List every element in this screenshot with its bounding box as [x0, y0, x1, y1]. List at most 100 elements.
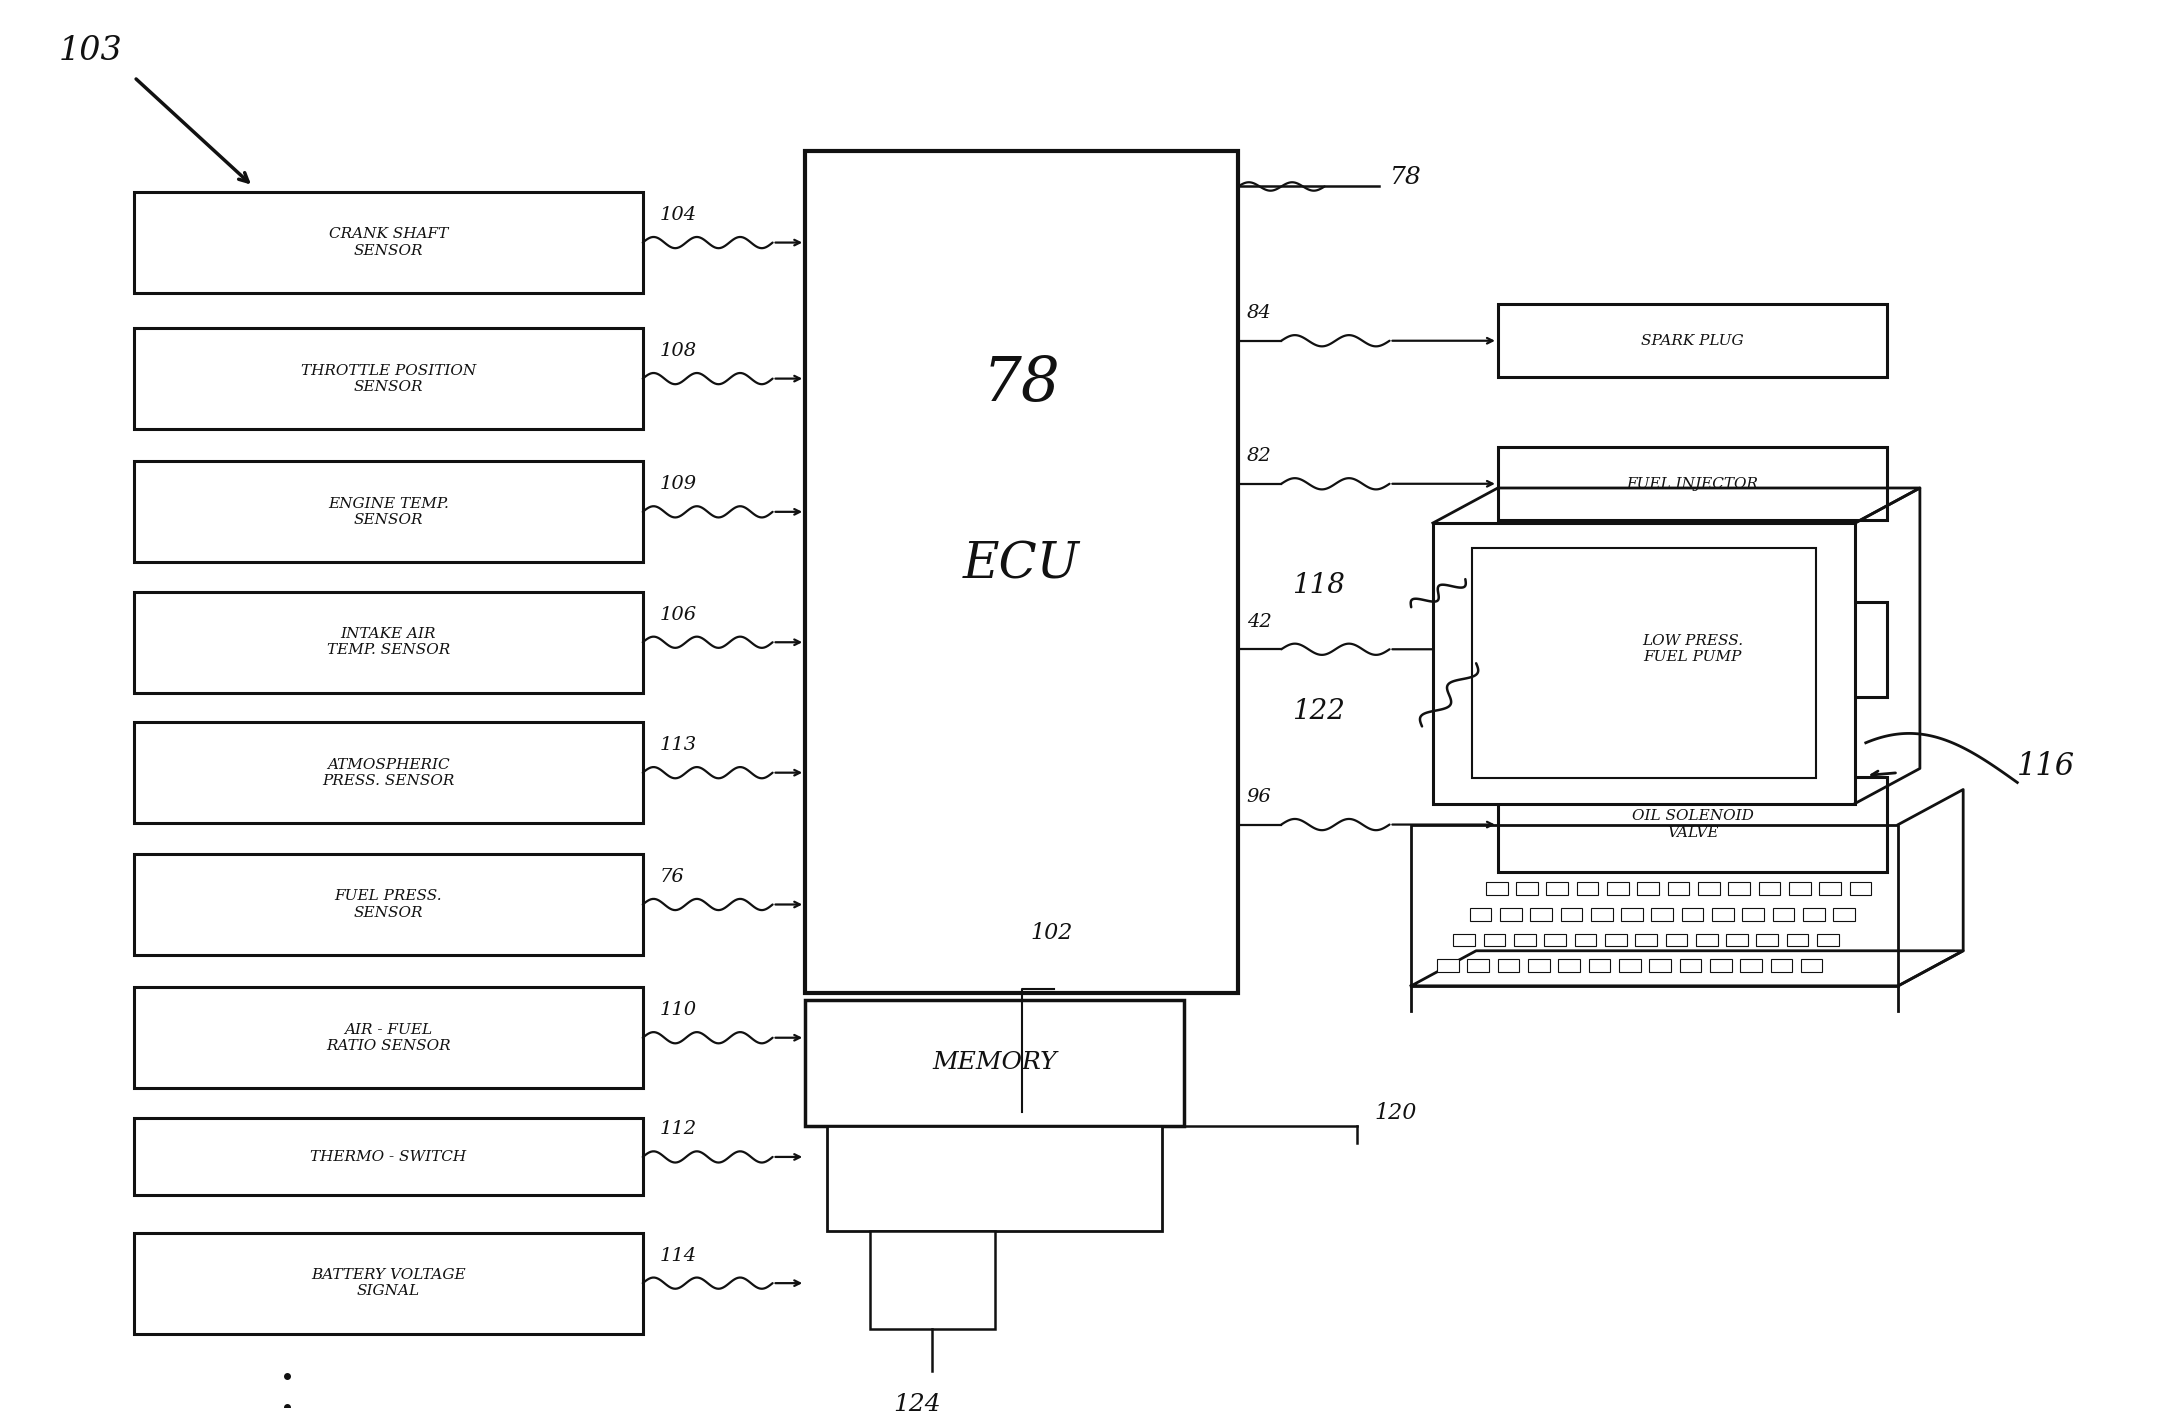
Text: 82: 82 — [1247, 447, 1271, 465]
Text: INTAKE AIR
TEMP. SENSOR: INTAKE AIR TEMP. SENSOR — [326, 627, 450, 657]
Bar — [1575, 934, 1597, 946]
Bar — [1558, 959, 1580, 972]
Text: THROTTLE POSITION
SENSOR: THROTTLE POSITION SENSOR — [300, 363, 476, 393]
Text: 124: 124 — [893, 1393, 941, 1416]
Bar — [804, 152, 1239, 993]
Bar — [1636, 934, 1656, 946]
Bar — [1743, 908, 1764, 921]
Bar — [1608, 883, 1630, 895]
Bar — [1695, 934, 1717, 946]
Bar — [1728, 883, 1749, 895]
Bar — [1649, 959, 1671, 972]
Bar — [1725, 934, 1747, 946]
Bar — [1560, 908, 1582, 921]
Bar — [1804, 908, 1825, 921]
Bar — [1667, 883, 1688, 895]
Bar — [1484, 934, 1506, 946]
Text: 109: 109 — [661, 475, 698, 494]
Bar — [1741, 959, 1762, 972]
Text: CRANK SHAFT
SENSOR: CRANK SHAFT SENSOR — [328, 227, 448, 258]
Text: ENGINE TEMP.
SENSOR: ENGINE TEMP. SENSOR — [328, 497, 450, 526]
Text: 116: 116 — [2017, 752, 2075, 782]
Text: 42: 42 — [1247, 613, 1271, 631]
Bar — [1578, 883, 1599, 895]
Text: 106: 106 — [661, 606, 698, 624]
Bar — [1588, 959, 1610, 972]
Bar — [135, 854, 643, 955]
Bar — [1591, 908, 1612, 921]
Bar — [1756, 934, 1778, 946]
Bar — [1517, 883, 1538, 895]
Bar — [1545, 934, 1567, 946]
Bar — [1819, 883, 1841, 895]
Bar — [1712, 908, 1734, 921]
Bar — [1515, 934, 1536, 946]
Bar — [1665, 934, 1686, 946]
Bar — [1528, 959, 1549, 972]
Text: 122: 122 — [1293, 698, 1345, 725]
Bar — [1471, 548, 1817, 778]
Text: 78: 78 — [982, 353, 1060, 413]
Text: 112: 112 — [661, 1121, 698, 1138]
Bar — [135, 192, 643, 294]
Text: FUEL INJECTOR: FUEL INJECTOR — [1628, 477, 1758, 491]
Bar — [1467, 959, 1489, 972]
Bar — [1547, 883, 1569, 895]
Bar — [1497, 447, 1888, 521]
Bar — [1651, 908, 1673, 921]
Bar — [1469, 908, 1491, 921]
Bar — [1486, 883, 1508, 895]
Text: 118: 118 — [1293, 572, 1345, 599]
Bar — [1710, 959, 1732, 972]
Bar — [135, 592, 643, 692]
Bar — [826, 1127, 1163, 1232]
Bar — [1638, 883, 1658, 895]
Text: 84: 84 — [1247, 304, 1271, 322]
Text: SPARK PLUG: SPARK PLUG — [1641, 333, 1745, 348]
Bar — [1834, 908, 1856, 921]
Text: ATMOSPHERIC
PRESS. SENSOR: ATMOSPHERIC PRESS. SENSOR — [322, 758, 454, 788]
Text: 103: 103 — [59, 35, 122, 67]
Bar — [1786, 934, 1808, 946]
Text: AIR - FUEL
RATIO SENSOR: AIR - FUEL RATIO SENSOR — [326, 1023, 450, 1053]
Bar — [1680, 959, 1701, 972]
Text: 104: 104 — [661, 206, 698, 224]
Bar — [1497, 304, 1888, 377]
Text: 96: 96 — [1247, 788, 1271, 806]
Text: 113: 113 — [661, 736, 698, 755]
Bar — [1817, 934, 1838, 946]
Bar — [1849, 883, 1871, 895]
Text: THERMO - SWITCH: THERMO - SWITCH — [311, 1149, 467, 1164]
Bar — [135, 988, 643, 1088]
Bar — [804, 1000, 1184, 1127]
Text: 114: 114 — [661, 1247, 698, 1264]
Bar — [135, 722, 643, 823]
Bar — [1454, 934, 1475, 946]
Bar — [1621, 908, 1643, 921]
Text: 78: 78 — [1389, 166, 1421, 189]
Bar — [1801, 959, 1823, 972]
Bar — [1497, 602, 1888, 697]
Bar — [1432, 524, 1856, 803]
Text: FUEL PRESS.
SENSOR: FUEL PRESS. SENSOR — [335, 890, 443, 920]
Bar — [1773, 908, 1795, 921]
Bar — [1788, 883, 1810, 895]
Bar — [1758, 883, 1780, 895]
Text: 102: 102 — [1030, 922, 1073, 944]
Bar — [1497, 776, 1888, 873]
Bar — [1682, 908, 1704, 921]
Bar — [135, 1118, 643, 1195]
Text: 120: 120 — [1373, 1103, 1417, 1124]
Bar — [135, 461, 643, 562]
Bar — [1499, 908, 1521, 921]
Text: BATTERY VOLTAGE
SIGNAL: BATTERY VOLTAGE SIGNAL — [311, 1269, 465, 1298]
Bar — [1530, 908, 1552, 921]
Bar — [869, 1232, 995, 1330]
Bar — [135, 328, 643, 429]
Bar — [1619, 959, 1641, 972]
Bar — [135, 1233, 643, 1334]
Text: MEMORY: MEMORY — [932, 1051, 1056, 1074]
Bar — [1771, 959, 1793, 972]
Bar — [1606, 934, 1628, 946]
Bar — [1436, 959, 1458, 972]
